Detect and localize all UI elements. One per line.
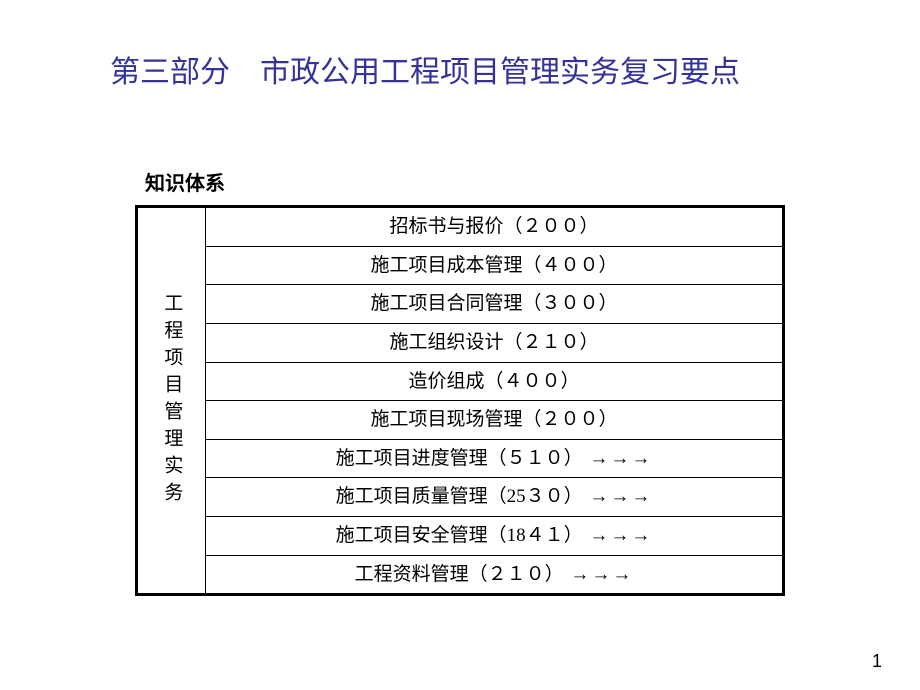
table-row: 施工项目成本管理（４００） — [138, 246, 783, 285]
arrow-icon: →→→ — [589, 523, 652, 549]
table-row: 施工项目合同管理（３００） — [138, 285, 783, 324]
arrow-icon: →→→ — [589, 484, 652, 510]
page-number: 1 — [872, 651, 882, 672]
table-row: 工程资料管理（２１０） →→→ — [138, 555, 783, 594]
table-row: 施工项目质量管理（25３０） →→→ — [138, 478, 783, 517]
row-label: 施工组织设计（２１０） — [206, 323, 783, 362]
row-text: 施工项目安全管理（18４１） — [336, 525, 583, 546]
table-row: 施工项目进度管理（５１０） →→→ — [138, 439, 783, 478]
table-row: 工程项目管理实务招标书与报价（２００） — [138, 208, 783, 247]
row-text: 招标书与报价（２００） — [389, 216, 598, 237]
table-row: 施工项目安全管理（18４１） →→→ — [138, 517, 783, 556]
row-label: 施工项目合同管理（３００） — [206, 285, 783, 324]
table-row: 施工组织设计（２１０） — [138, 323, 783, 362]
row-text: 施工项目进度管理（５１０） — [336, 448, 583, 469]
row-label: 施工项目成本管理（４００） — [206, 246, 783, 285]
row-label: 施工项目现场管理（２００） — [206, 401, 783, 440]
table-row: 造价组成（４００） — [138, 362, 783, 401]
row-text: 工程资料管理（２１０） — [355, 564, 564, 585]
row-label: 工程资料管理（２１０） →→→ — [206, 555, 783, 594]
section-subtitle: 知识体系 — [145, 167, 225, 196]
row-text: 施工项目合同管理（３００） — [370, 293, 617, 314]
row-text: 施工项目成本管理（４００） — [370, 255, 617, 276]
row-text: 施工项目现场管理（２００） — [370, 409, 617, 430]
row-label: 施工项目进度管理（５１０） →→→ — [206, 439, 783, 478]
arrow-icon: →→→ — [589, 446, 652, 472]
arrow-icon: →→→ — [570, 562, 633, 588]
page-title: 第三部分 市政公用工程项目管理实务复习要点 — [110, 50, 860, 95]
row-label: 招标书与报价（２００） — [206, 208, 783, 247]
row-text: 施工项目质量管理（25３０） — [336, 486, 583, 507]
row-label: 施工项目质量管理（25３０） →→→ — [206, 478, 783, 517]
table-row: 施工项目现场管理（２００） — [138, 401, 783, 440]
row-text: 造价组成（４００） — [408, 371, 579, 392]
row-text: 施工组织设计（２１０） — [389, 332, 598, 353]
row-label: 造价组成（４００） — [206, 362, 783, 401]
row-label: 施工项目安全管理（18４１） →→→ — [206, 517, 783, 556]
knowledge-table: 工程项目管理实务招标书与报价（２００）施工项目成本管理（４００）施工项目合同管理… — [135, 205, 785, 596]
side-header: 工程项目管理实务 — [138, 208, 206, 594]
